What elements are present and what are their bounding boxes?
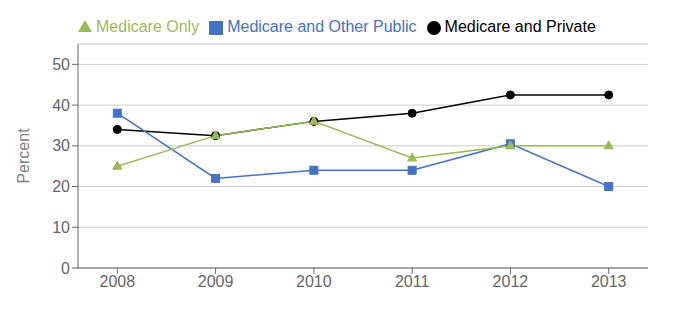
svg-text:2011: 2011: [395, 273, 430, 290]
svg-text:20: 20: [52, 178, 70, 195]
html-text:Medicare Only: Medicare Only: [96, 18, 200, 35]
svg-text:2009: 2009: [198, 273, 234, 290]
html-text:Medicare and Other Public: Medicare and Other Public: [227, 18, 417, 35]
html-text:Medicare and Private: Medicare and Private: [444, 18, 596, 35]
svg-text:Percent: Percent: [15, 128, 32, 184]
svg-text:30: 30: [52, 137, 70, 154]
svg-text:10: 10: [52, 219, 70, 236]
svg-text:2013: 2013: [591, 273, 627, 290]
svg-text:2012: 2012: [493, 273, 529, 290]
svg-text:0: 0: [61, 260, 70, 277]
svg-text:50: 50: [52, 56, 70, 73]
svg-text:2008: 2008: [100, 273, 136, 290]
svg-text:40: 40: [52, 97, 70, 114]
svg-text:2010: 2010: [296, 273, 332, 290]
